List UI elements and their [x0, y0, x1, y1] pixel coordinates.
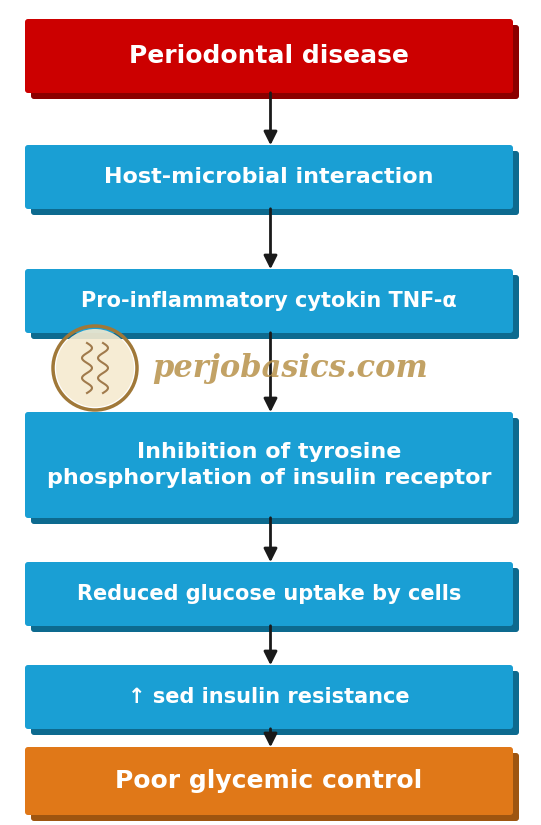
FancyBboxPatch shape	[31, 671, 519, 735]
FancyBboxPatch shape	[25, 19, 513, 93]
Text: perjobasics.com: perjobasics.com	[152, 352, 428, 384]
FancyBboxPatch shape	[31, 753, 519, 821]
FancyBboxPatch shape	[25, 747, 513, 815]
Text: Inhibition of tyrosine
phosphorylation of insulin receptor: Inhibition of tyrosine phosphorylation o…	[47, 442, 491, 488]
Text: Pro-inflammatory cytokin TNF-α: Pro-inflammatory cytokin TNF-α	[81, 291, 457, 311]
FancyBboxPatch shape	[25, 562, 513, 626]
FancyBboxPatch shape	[31, 25, 519, 99]
Text: Periodontal disease: Periodontal disease	[129, 44, 409, 68]
FancyBboxPatch shape	[31, 151, 519, 215]
Text: Poor glycemic control: Poor glycemic control	[115, 769, 423, 793]
FancyBboxPatch shape	[31, 568, 519, 632]
FancyBboxPatch shape	[31, 275, 519, 339]
FancyBboxPatch shape	[31, 418, 519, 524]
FancyBboxPatch shape	[25, 665, 513, 729]
FancyBboxPatch shape	[25, 145, 513, 209]
Circle shape	[56, 329, 134, 407]
Text: ↑ sed insulin resistance: ↑ sed insulin resistance	[128, 687, 410, 707]
Text: Reduced glucose uptake by cells: Reduced glucose uptake by cells	[77, 584, 461, 604]
Text: Host-microbial interaction: Host-microbial interaction	[104, 167, 434, 187]
FancyBboxPatch shape	[25, 412, 513, 518]
FancyBboxPatch shape	[25, 269, 513, 333]
